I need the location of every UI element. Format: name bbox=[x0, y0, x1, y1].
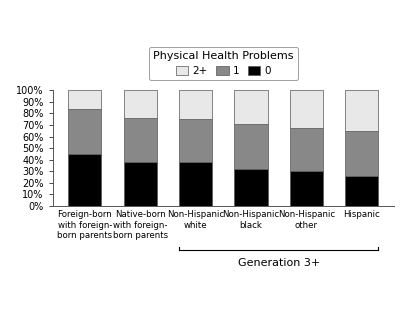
Bar bbox=[289, 90, 322, 128]
Bar bbox=[344, 90, 377, 131]
Bar bbox=[68, 109, 101, 154]
Bar bbox=[124, 118, 156, 162]
Bar bbox=[234, 169, 267, 206]
Legend: 2+, 1, 0: 2+, 1, 0 bbox=[149, 47, 297, 80]
Bar bbox=[289, 171, 322, 206]
Text: Generation 3+: Generation 3+ bbox=[237, 258, 319, 268]
Bar bbox=[68, 90, 101, 109]
Bar bbox=[179, 119, 212, 162]
Bar bbox=[344, 176, 377, 206]
Bar bbox=[124, 162, 156, 206]
Bar bbox=[234, 90, 267, 124]
Bar bbox=[179, 162, 212, 206]
Bar bbox=[124, 90, 156, 118]
Bar bbox=[234, 124, 267, 169]
Bar bbox=[68, 154, 101, 206]
Bar bbox=[179, 90, 212, 119]
Bar bbox=[289, 128, 322, 171]
Bar bbox=[344, 131, 377, 176]
